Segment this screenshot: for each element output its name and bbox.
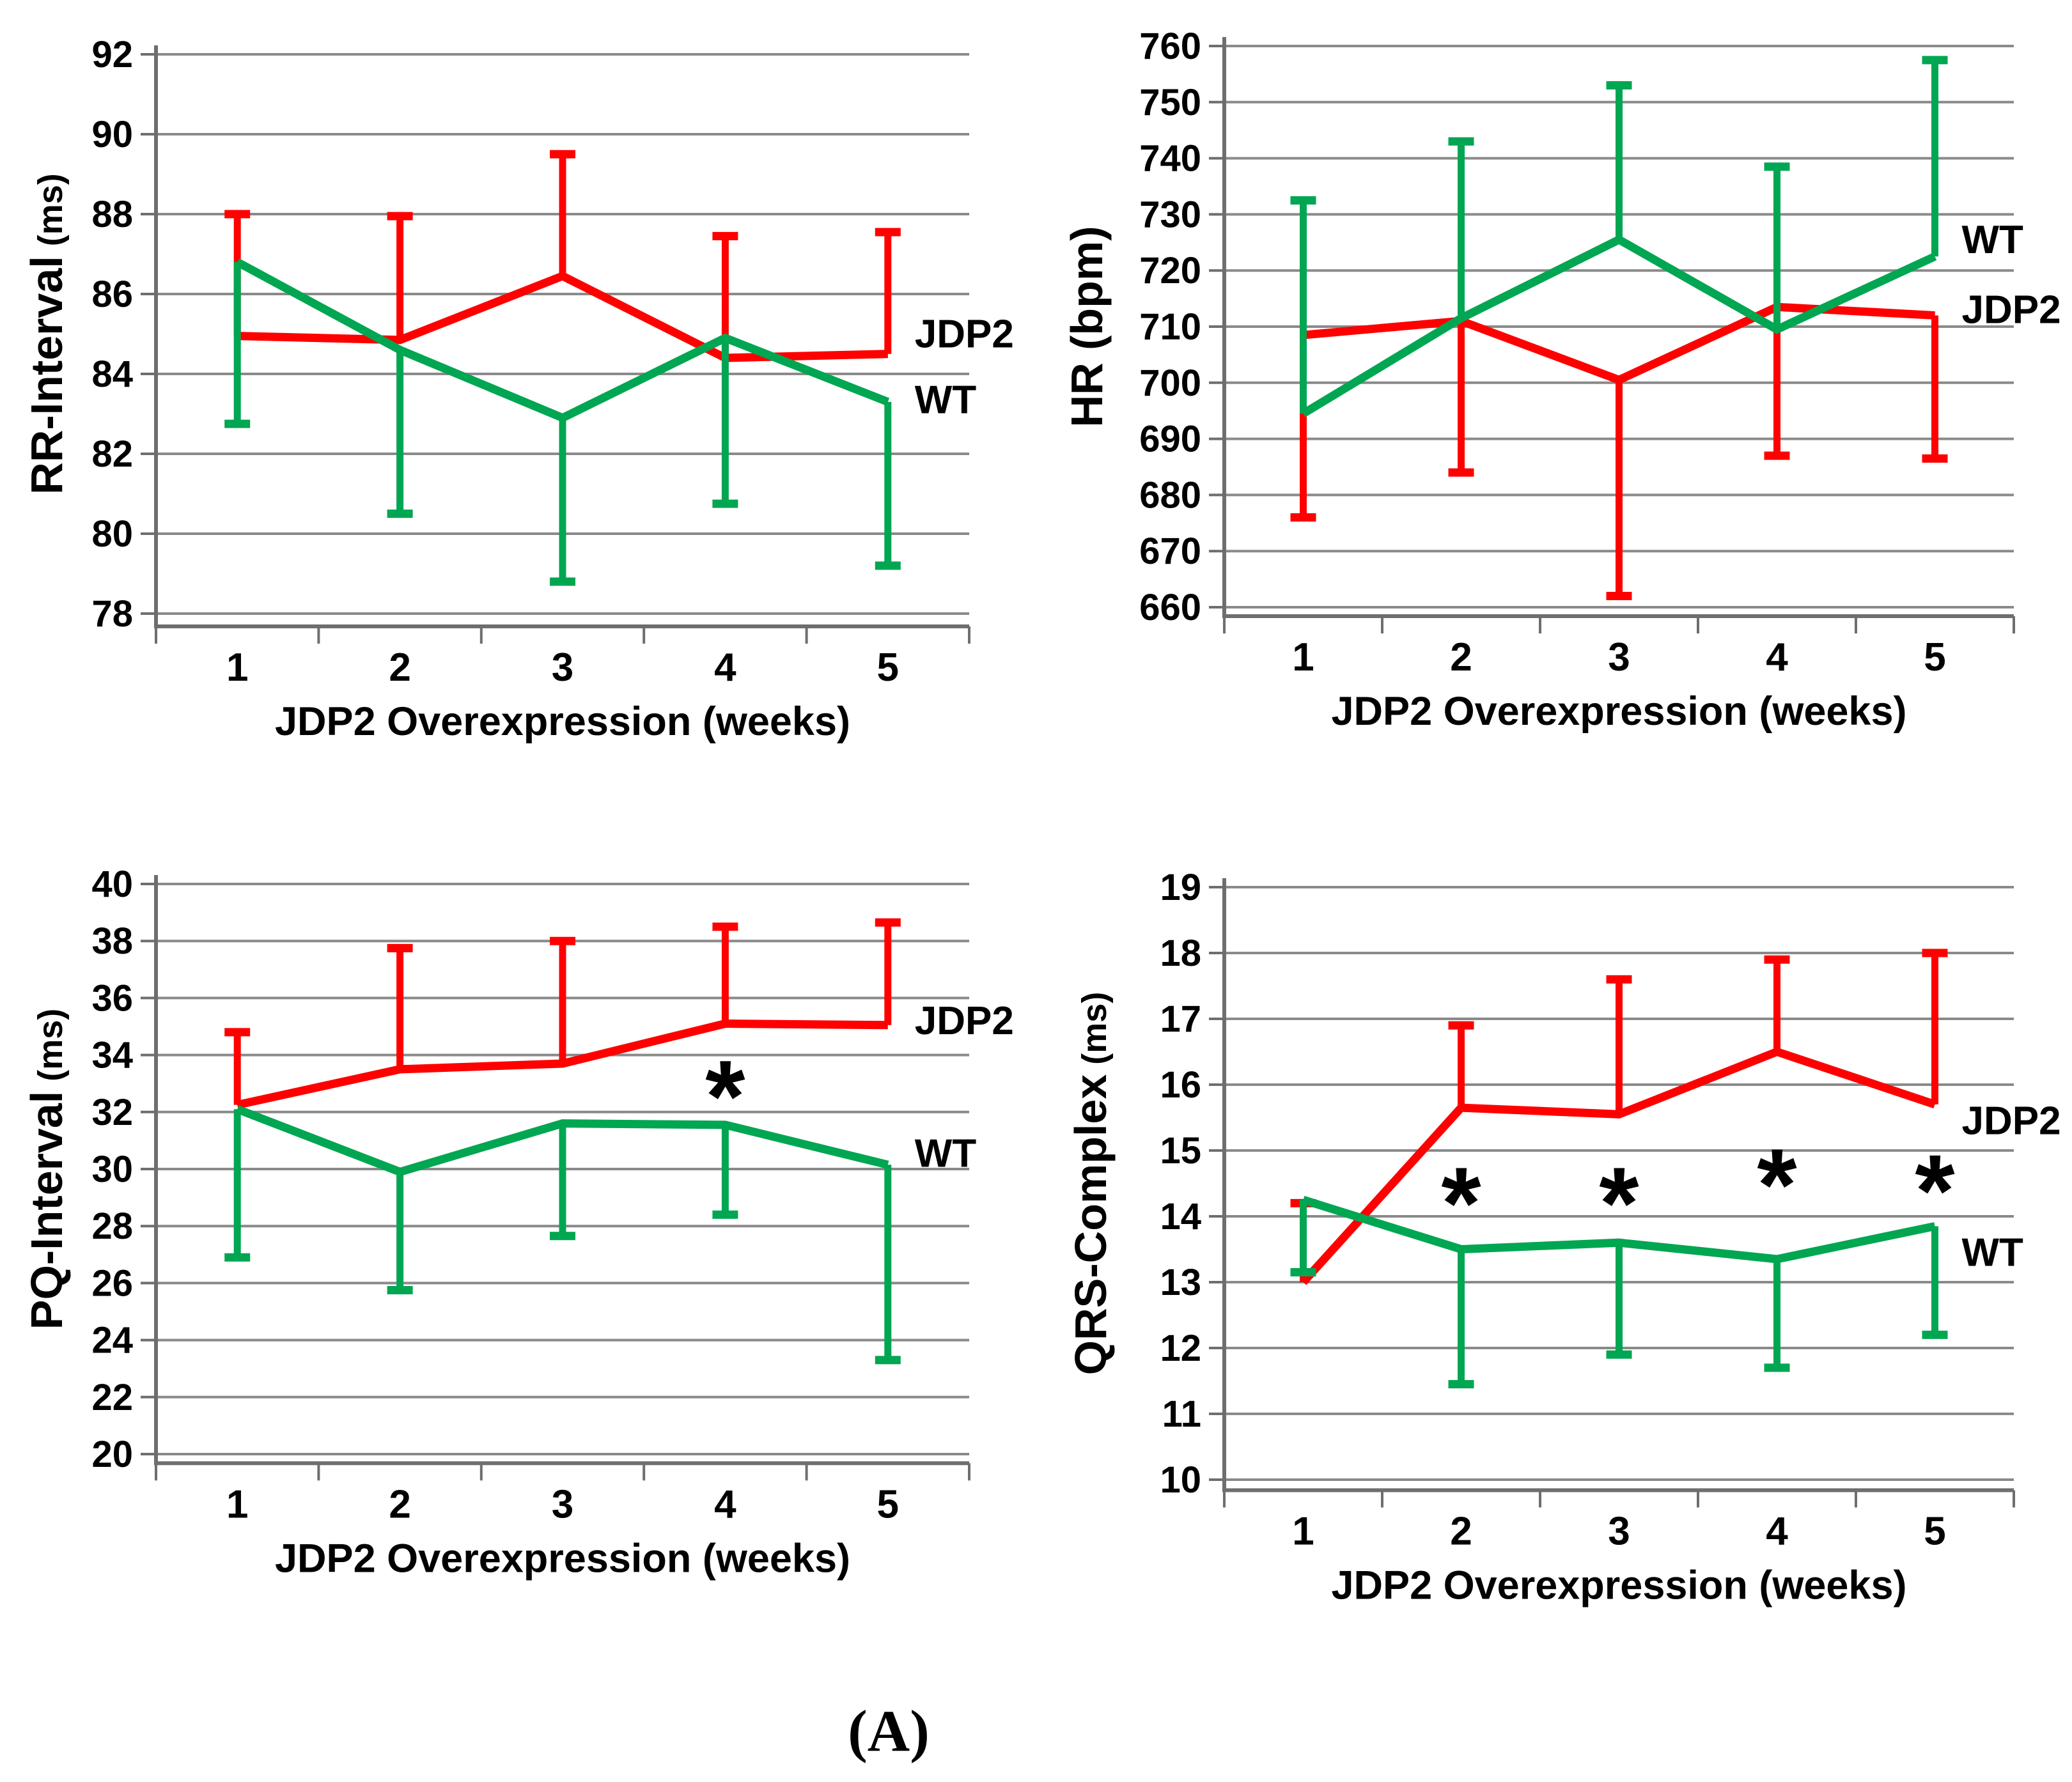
y-tick-label: 19 <box>1160 867 1201 908</box>
y-tick-label: 12 <box>1160 1328 1201 1369</box>
y-tick-label: 710 <box>1139 306 1201 348</box>
x-tick-label: 1 <box>226 1482 248 1526</box>
significance-asterisk: * <box>1915 1133 1955 1248</box>
y-tick-label: 720 <box>1139 250 1201 291</box>
y-tick-label: 750 <box>1139 82 1201 123</box>
y-tick-label: 26 <box>91 1262 133 1304</box>
x-tick-label: 3 <box>552 1482 573 1526</box>
x-tick-label: 5 <box>877 646 899 690</box>
x-tick-label: 2 <box>1450 1509 1472 1553</box>
series-label-wt: WT <box>1962 218 2024 262</box>
jdp2-error-bars <box>224 918 901 1105</box>
y-tick-label: 92 <box>91 34 133 75</box>
y-tick-label: 38 <box>91 920 133 962</box>
y-tick-label: 78 <box>91 593 133 635</box>
y-tick-label: 80 <box>91 513 133 555</box>
y-tick-label: 11 <box>1162 1393 1201 1435</box>
y-tick-label: 15 <box>1160 1130 1201 1172</box>
y-tick-label: 18 <box>1160 933 1201 974</box>
x-tick-label: 4 <box>1766 1509 1788 1553</box>
x-tick-label: 3 <box>1608 1509 1630 1553</box>
wt-error-bars <box>224 1109 901 1365</box>
significance-asterisk: * <box>1599 1146 1639 1260</box>
series-label-wt: WT <box>1962 1231 2024 1275</box>
x-axis-title: JDP2 Overexpression (weeks) <box>275 1536 850 1581</box>
x-tick-label: 2 <box>389 1482 410 1526</box>
significance-asterisk: * <box>1757 1127 1797 1242</box>
wt-error-bars <box>1290 1200 1948 1389</box>
y-axis-title: HR (bpm) <box>1062 226 1112 428</box>
wt-error-bars <box>1290 56 1948 414</box>
y-tick-label: 86 <box>91 274 133 315</box>
y-axis-title: PQ-Interval (ms) <box>22 1009 72 1329</box>
y-tick-label: 32 <box>91 1092 133 1133</box>
y-tick-label: 660 <box>1139 587 1201 628</box>
significance-asterisk: * <box>1441 1146 1481 1260</box>
series-label-jdp2: JDP2 <box>1962 288 2061 332</box>
y-axis-title: QRS-Complex (ms) <box>1066 992 1116 1375</box>
y-tick-label: 690 <box>1139 419 1201 460</box>
y-tick-label: 36 <box>91 977 133 1019</box>
y-tick-label: 40 <box>91 864 133 905</box>
y-tick-label: 670 <box>1139 531 1201 572</box>
x-tick-label: 5 <box>877 1482 899 1526</box>
y-tick-label: 22 <box>91 1377 133 1418</box>
x-tick-label: 4 <box>714 1482 736 1526</box>
x-tick-label: 1 <box>1292 635 1314 679</box>
series-label-jdp2: JDP2 <box>915 313 1014 357</box>
chart-rr-interval: 78 80 82 84 86 88 90 92 1 2 3 4 5 JDP2 Overexpression… <box>22 34 1014 744</box>
y-tick-label: 34 <box>91 1035 133 1076</box>
x-tick-label: 2 <box>1450 635 1472 679</box>
y-tick-label: 760 <box>1139 26 1201 67</box>
y-tick-label: 84 <box>91 353 133 395</box>
significance-asterisk: * <box>705 1039 745 1153</box>
y-tick-label: 20 <box>91 1434 133 1475</box>
x-tick-label: 1 <box>226 646 248 690</box>
x-tick-label: 3 <box>1608 635 1630 679</box>
jdp2-error-bars <box>224 150 901 358</box>
y-tick-label: 30 <box>91 1149 133 1190</box>
x-axis-title: JDP2 Overexpression (weeks) <box>275 699 850 744</box>
y-tick-label: 13 <box>1160 1262 1201 1303</box>
series-label-wt: WT <box>915 1131 977 1175</box>
wt-error-bars <box>224 262 901 586</box>
y-tick-label: 680 <box>1139 474 1201 516</box>
y-tick-label: 730 <box>1139 194 1201 235</box>
jdp2-error-bars <box>1290 307 1948 600</box>
y-tick-label: 740 <box>1139 138 1201 180</box>
jdp2-line <box>1302 302 1935 385</box>
y-tick-label: 14 <box>1160 1196 1201 1237</box>
series-label-jdp2: JDP2 <box>915 999 1014 1043</box>
jdp2-error-bars <box>1290 949 1948 1282</box>
y-axis-title: RR-Interval (ms) <box>22 173 72 494</box>
y-tick-label: 90 <box>91 114 133 155</box>
x-tick-label: 1 <box>1292 1509 1314 1553</box>
figure-label: (A) <box>848 1698 930 1763</box>
x-axis-title: JDP2 Overexpression (weeks) <box>1332 689 1907 734</box>
x-axis-title: JDP2 Overexpression (weeks) <box>1332 1563 1907 1608</box>
y-tick-label: 10 <box>1160 1459 1201 1501</box>
y-tick-label: 700 <box>1139 362 1201 404</box>
series-label-wt: WT <box>915 378 977 422</box>
y-tick-label: 82 <box>91 433 133 475</box>
x-tick-label: 4 <box>1766 635 1788 679</box>
y-tick-label: 16 <box>1160 1064 1201 1106</box>
x-tick-label: 5 <box>1924 635 1945 679</box>
x-tick-label: 5 <box>1924 1509 1945 1553</box>
chart-hr: 660 670 680 690 700 710 720 730 740 750 760 1 2 3 4 5 JD… <box>1062 26 2061 734</box>
y-tick-label: 17 <box>1160 998 1201 1040</box>
x-tick-label: 2 <box>389 646 410 690</box>
y-tick-label: 28 <box>91 1205 133 1247</box>
series-label-jdp2: JDP2 <box>1962 1099 2061 1143</box>
x-tick-label: 3 <box>552 646 573 690</box>
x-tick-label: 4 <box>714 646 736 690</box>
y-tick-label: 88 <box>91 194 133 235</box>
y-tick-label: 24 <box>91 1320 133 1361</box>
